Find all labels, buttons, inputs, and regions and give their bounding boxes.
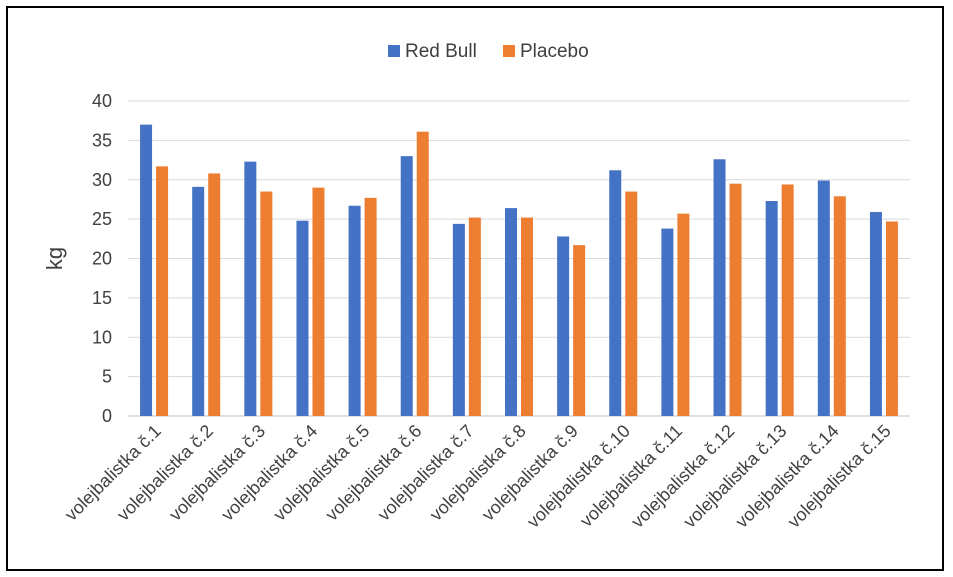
y-tick-label: 40 (92, 91, 112, 111)
bar-red-bull-8 (505, 208, 517, 416)
bar-red-bull-7 (452, 223, 465, 416)
bar-placebo-9 (573, 245, 586, 416)
y-tick-label: 35 (92, 130, 112, 150)
legend-swatch-placebo (503, 45, 515, 57)
legend-label-red-bull: Red Bull (405, 41, 477, 62)
bar-placebo-6 (416, 131, 429, 416)
legend-label-placebo: Placebo (520, 41, 589, 62)
bar-chart: Red Bull Placebo kg 0 5 10 15 20 25 30 35 40 vol… (42, 41, 910, 532)
y-tick-label: 10 (92, 327, 112, 347)
bar-placebo-2 (208, 173, 221, 416)
x-category-label: volejbalistka č.4 (217, 421, 321, 525)
bar-placebo-13 (781, 184, 794, 416)
bar-red-bull-15 (869, 212, 882, 416)
bar-red-bull-13 (765, 201, 778, 416)
bar-red-bull-4 (296, 220, 309, 416)
y-tick-label: 0 (102, 406, 112, 426)
bar-red-bull-5 (348, 205, 361, 416)
bar-placebo-11 (677, 213, 690, 416)
y-tick-label: 25 (92, 209, 112, 229)
bar-red-bull-14 (817, 180, 830, 416)
y-axis-ticks: 0 5 10 15 20 25 30 35 40 (92, 91, 112, 426)
bar-red-bull-2 (192, 186, 205, 416)
bar-red-bull-10 (609, 170, 622, 416)
bar-placebo-10 (625, 191, 638, 416)
bar-red-bull-9 (557, 236, 570, 416)
gridlines (128, 100, 910, 417)
bar-placebo-3 (260, 191, 273, 416)
y-tick-label: 30 (92, 170, 112, 190)
chart-frame: Red Bull Placebo kg 0 5 10 15 20 25 30 35 40 vol… (6, 6, 944, 571)
bar-red-bull-3 (244, 161, 257, 416)
bar-placebo-5 (364, 197, 377, 416)
y-tick-label: 20 (92, 249, 112, 269)
x-category-label: volejbalistka č.9 (478, 421, 582, 525)
y-tick-label: 5 (102, 367, 112, 387)
bar-placebo-1 (156, 166, 169, 416)
x-category-label: volejbalistka č.3 (165, 421, 269, 525)
bar-placebo-15 (885, 221, 898, 416)
x-category-label: volejbalistka č.6 (322, 421, 426, 525)
x-category-label: volejbalistka č.7 (374, 421, 478, 525)
x-category-label: volejbalistka č.1 (61, 421, 165, 525)
legend: Red Bull Placebo (388, 41, 589, 62)
bar-placebo-4 (312, 187, 325, 416)
x-category-label: volejbalistka č.5 (269, 421, 373, 525)
bar-red-bull-12 (713, 159, 726, 416)
bar-placebo-7 (468, 217, 481, 416)
bar-red-bull-6 (400, 156, 413, 416)
legend-swatch-red-bull (388, 45, 400, 57)
bar-placebo-8 (521, 217, 533, 416)
bar-placebo-12 (729, 183, 742, 416)
x-category-label: volejbalistka č.2 (113, 421, 217, 525)
bars (140, 124, 898, 416)
bar-placebo-14 (833, 196, 846, 416)
bar-red-bull-11 (661, 228, 674, 416)
y-tick-label: 15 (92, 288, 112, 308)
y-axis-title: kg (42, 247, 67, 270)
x-category-label: volejbalistka č.8 (426, 421, 530, 525)
bar-red-bull-1 (140, 124, 153, 416)
